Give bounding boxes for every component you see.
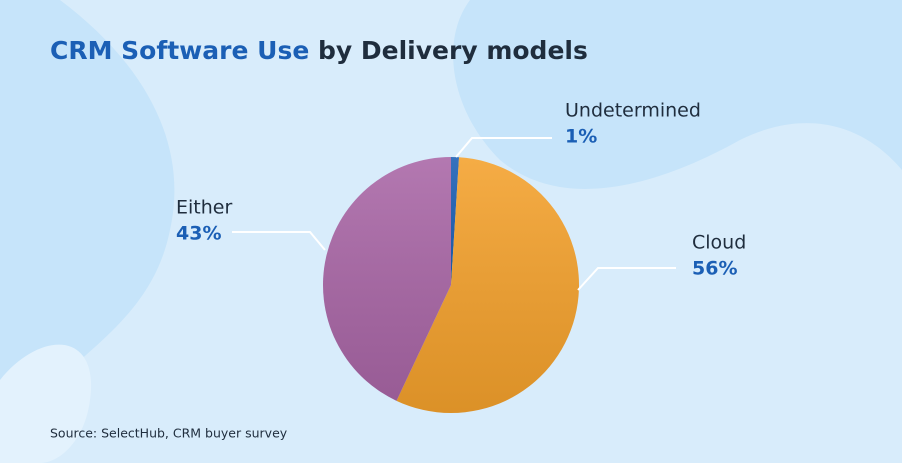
- title-highlight: CRM Software Use: [50, 36, 309, 65]
- leader-line: [455, 137, 552, 158]
- slice-shade: [451, 157, 460, 285]
- slice-value: 43%: [176, 223, 221, 245]
- background-blob: [0, 0, 175, 440]
- leader-line: [577, 267, 676, 291]
- chart-title: CRM Software Use by Delivery models: [50, 36, 588, 65]
- slice-value: 1%: [565, 126, 597, 148]
- slice-label: Cloud: [692, 232, 746, 254]
- slice-shade: [323, 157, 451, 401]
- slice-label: Undetermined: [565, 100, 701, 122]
- slice-shade: [396, 157, 579, 413]
- slice-label: Either: [176, 197, 232, 219]
- leader-line: [232, 231, 326, 251]
- background-blob: [453, 0, 902, 189]
- background-blob: [0, 344, 92, 463]
- title-rest: by Delivery models: [318, 36, 588, 65]
- source-note: Source: SelectHub, CRM buyer survey: [50, 426, 288, 441]
- slice-value: 56%: [692, 258, 737, 280]
